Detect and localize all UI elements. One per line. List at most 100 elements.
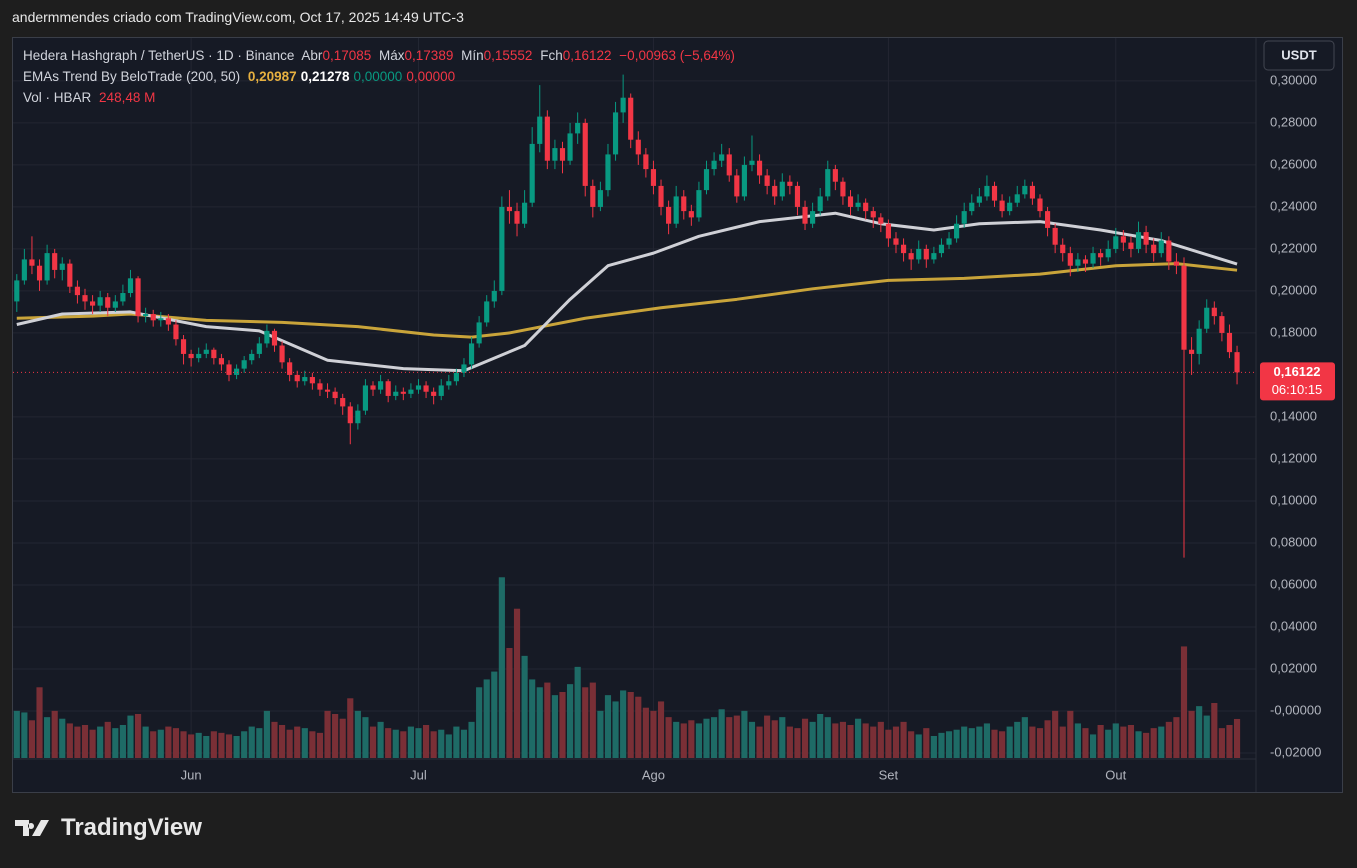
volume-bar: [976, 726, 983, 758]
volume-bar: [559, 692, 566, 758]
volume-bar: [945, 731, 953, 758]
candle-body: [249, 353, 255, 361]
volume-bar: [476, 687, 483, 758]
candle-body: [423, 385, 429, 392]
volume-bar: [301, 728, 308, 758]
candle-body: [514, 211, 520, 224]
volume-bar: [248, 726, 255, 758]
candle-body: [476, 322, 482, 344]
volume-bar: [1006, 726, 1013, 758]
currency-button[interactable]: [1263, 40, 1335, 71]
candle-body: [226, 364, 232, 375]
candle-body: [44, 253, 50, 281]
volume-bar: [59, 718, 66, 758]
volume-bar: [1120, 726, 1127, 758]
candle-body: [1113, 236, 1119, 249]
volume-bar: [612, 701, 619, 758]
volume-bar: [157, 729, 164, 758]
indicator-value: 0,20987: [247, 69, 297, 84]
volume-bar: [892, 726, 900, 758]
candle-body: [370, 385, 376, 390]
volume-bar: [597, 710, 604, 758]
candle-body: [256, 343, 262, 354]
volume-bar: [316, 732, 324, 758]
ohlc-value: 0,17085: [322, 48, 372, 63]
volume-bar: [324, 710, 331, 758]
volume-bar: [445, 734, 452, 758]
volume-bar: [369, 726, 377, 758]
candle-body: [287, 362, 293, 375]
currency-label[interactable]: USDT: [1281, 47, 1316, 62]
chart-bg: [13, 38, 1342, 792]
volume-bar: [817, 714, 824, 758]
y-tick-label: 0,26000: [1270, 156, 1317, 171]
candle-body: [499, 206, 505, 291]
volume-bar: [1211, 703, 1218, 758]
candle-body: [703, 169, 710, 191]
candle-body: [969, 202, 975, 212]
volume-bar: [271, 721, 278, 758]
candle-body: [863, 202, 869, 212]
candle-body: [468, 343, 475, 365]
volume-bar: [422, 725, 430, 758]
volume-bar: [544, 682, 551, 758]
volume-bar: [915, 734, 922, 758]
candle-body: [97, 297, 103, 306]
candle-body: [681, 196, 687, 212]
volume-bar: [923, 728, 930, 758]
candle-body: [764, 175, 770, 186]
volume-bar: [180, 731, 187, 758]
volume-bar: [1143, 732, 1150, 758]
volume-bar: [1112, 723, 1119, 758]
price-tag: [1260, 362, 1335, 401]
volume-bar: [241, 731, 248, 758]
volume-bar: [1218, 728, 1225, 758]
volume-bar: [286, 729, 293, 758]
candle-body: [719, 154, 725, 161]
candle-body: [885, 223, 891, 239]
volume-bar: [362, 717, 369, 758]
volume-bar: [1052, 710, 1059, 758]
candle-body: [734, 175, 740, 197]
candle-body: [1181, 265, 1187, 350]
y-tick-label: 0,20000: [1270, 282, 1317, 297]
volume-bar: [172, 728, 180, 758]
volume-bar: [968, 728, 975, 758]
candle-body: [1196, 328, 1202, 354]
volume-bar: [1036, 728, 1044, 758]
volume-bar: [1059, 726, 1066, 758]
candle-body: [1067, 253, 1073, 266]
chart: 0,30000 0,28000 0,26000 0,24000 0,22000 0,200…: [13, 38, 1342, 792]
volume-bar: [44, 717, 51, 758]
candle-body: [1211, 307, 1217, 317]
candle-body: [302, 377, 308, 382]
candle-body: [931, 253, 937, 260]
candle-body: [294, 374, 300, 382]
volume-bar: [695, 723, 703, 758]
volume-bar: [999, 731, 1006, 758]
y-tick-label: 0,18000: [1270, 324, 1317, 339]
candle-body: [1166, 240, 1172, 262]
volume-bar: [407, 726, 414, 758]
legend: Hedera Hashgraph / TetherUS · 1D · Binan…: [23, 45, 739, 108]
candle-body: [355, 410, 361, 424]
volume-bar: [764, 715, 771, 758]
candle-body: [241, 360, 247, 369]
candle-body: [1105, 248, 1111, 258]
volume-bar: [688, 720, 695, 758]
candle-body: [317, 383, 323, 390]
volume-bar: [824, 717, 831, 758]
y-tick-label: -0,00000: [1270, 702, 1321, 717]
candle-body: [673, 196, 679, 224]
volume-bar: [718, 709, 725, 758]
volume-bar: [1105, 729, 1112, 758]
volume-bar: [74, 726, 81, 758]
legend-row: Vol · HBAR 248,48 M: [23, 87, 739, 108]
candle-body: [612, 112, 619, 155]
y-tick-label: 0,10000: [1270, 492, 1317, 507]
candle-body: [946, 238, 952, 245]
candle-body: [120, 293, 126, 302]
candle-body: [688, 211, 694, 218]
volume-bar: [13, 710, 20, 758]
volume-bar: [1135, 731, 1142, 758]
